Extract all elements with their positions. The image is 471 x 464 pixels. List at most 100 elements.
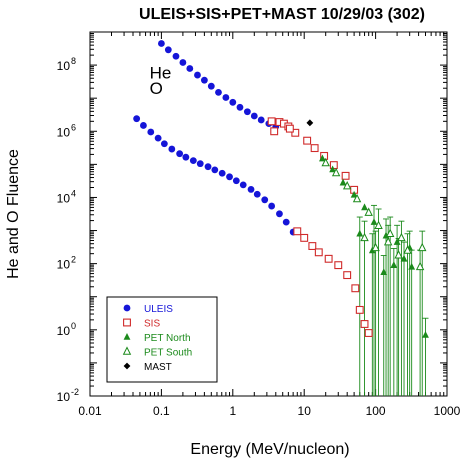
x-tick-label: 0.01 [78, 404, 102, 418]
data-point-sis [267, 117, 276, 126]
data-point-uleis [261, 196, 269, 204]
data-point-sis [285, 124, 294, 133]
legend-label-uleis: ULEIS [144, 304, 173, 315]
data-point-uleis [168, 145, 176, 153]
data-point-pet-south [352, 193, 362, 203]
y-tick-exponent: 4 [71, 188, 76, 198]
data-point-sis [293, 227, 302, 236]
data-point-uleis [182, 153, 190, 161]
data-point-uleis [239, 181, 247, 189]
y-tick-label: 10 [57, 191, 71, 205]
data-point-sis [314, 248, 323, 257]
data-point-sis [291, 128, 300, 137]
data-point-pet-north [400, 254, 408, 262]
data-point-pet-north [319, 154, 326, 162]
data-point-sis [351, 284, 360, 293]
data-point-sis [364, 329, 373, 337]
x-tick-label: 10 [298, 404, 312, 418]
data-point-uleis [253, 190, 261, 198]
legend-label-pet-north: PET North [144, 333, 191, 344]
data-point-pet-south [374, 220, 383, 230]
data-point-uleis [229, 98, 237, 106]
data-point-uleis [250, 112, 258, 120]
data-point-pet-south [397, 232, 406, 242]
data-point-uleis [226, 173, 233, 181]
data-point-sis [329, 161, 338, 170]
data-point-uleis [147, 128, 155, 136]
y-tick-label: 10 [57, 258, 71, 272]
data-point-pet-north [339, 178, 347, 186]
species-label-he: He [150, 63, 172, 82]
x-tick-label: 1 [229, 404, 236, 418]
data-point-pet-north [350, 190, 358, 198]
data-point-pet-north [380, 268, 388, 276]
data-point-pet-north [408, 262, 416, 270]
legend-marker-sis [123, 318, 131, 327]
data-point-sis [341, 171, 350, 180]
data-point-pet-south [383, 236, 393, 246]
y-tick-exponent: 2 [71, 255, 76, 265]
data-point-sis [300, 233, 309, 242]
data-point-uleis [211, 166, 219, 174]
y-tick-label: 10 [57, 125, 71, 139]
x-tick-label: 0.1 [153, 404, 170, 418]
data-point-uleis [222, 94, 230, 101]
data-point-uleis [189, 157, 197, 164]
data-point-uleis [186, 65, 194, 72]
data-point-uleis [218, 169, 226, 177]
data-point-pet-south [385, 228, 395, 238]
data-point-sis [270, 127, 279, 136]
chart-title: ULEIS+SIS+PET+MAST 10/29/03 (302) [139, 6, 425, 23]
data-point-uleis [257, 116, 265, 124]
data-point-uleis [154, 134, 162, 142]
species-label-o: O [150, 79, 163, 98]
data-point-uleis [215, 88, 222, 96]
legend-marker-mast [123, 362, 131, 370]
legend-marker-pet-south [122, 346, 132, 355]
x-tick-label: 100 [366, 404, 386, 418]
data-point-uleis [196, 160, 204, 168]
data-point-pet-north [361, 203, 368, 211]
data-point-sis [303, 136, 312, 145]
legend: ULEIS SIS PET North PET South MAST [106, 296, 218, 383]
data-point-pet-south [371, 242, 380, 252]
data-point-uleis [247, 186, 255, 193]
data-point-uleis [158, 40, 165, 47]
data-point-sis [355, 305, 364, 314]
annotations: HeO [150, 63, 172, 98]
data-point-sis [334, 261, 343, 270]
data-point-uleis [236, 103, 244, 111]
x-tick-label: 1000 [434, 404, 461, 418]
data-point-pet-north [356, 229, 364, 237]
data-point-uleis [160, 140, 168, 148]
data-point-uleis [179, 59, 187, 66]
data-point-pet-south [403, 245, 412, 254]
y-tick-exponent: 8 [71, 56, 76, 66]
data-point-pet-south [321, 157, 330, 167]
data-point-uleis [276, 210, 283, 218]
data-point-sis [324, 254, 333, 263]
y-tick-exponent: 6 [71, 122, 76, 132]
data-point-uleis [204, 163, 212, 171]
data-point-pet-north [329, 165, 337, 173]
data-point-pet-north [390, 261, 398, 268]
data-point-uleis [194, 71, 201, 79]
x-axis-label: Energy (MeV/nucleon) [190, 441, 349, 458]
data-point-uleis [140, 122, 147, 129]
data-point-uleis [207, 82, 215, 90]
legend-label-pet-south: PET South [144, 348, 192, 359]
data-point-uleis [282, 218, 290, 226]
data-point-uleis [200, 76, 208, 84]
data-point-uleis [176, 150, 184, 158]
data-points [133, 40, 429, 338]
data-point-pet-north [422, 330, 429, 338]
y-tick-label: 10 [57, 59, 71, 73]
data-point-uleis [243, 108, 251, 116]
y-axis-label: He and O Fluence [5, 149, 22, 279]
data-point-sis [308, 242, 317, 250]
legend-label-sis: SIS [144, 319, 160, 330]
data-point-sis [343, 271, 352, 280]
data-point-uleis [232, 177, 240, 185]
